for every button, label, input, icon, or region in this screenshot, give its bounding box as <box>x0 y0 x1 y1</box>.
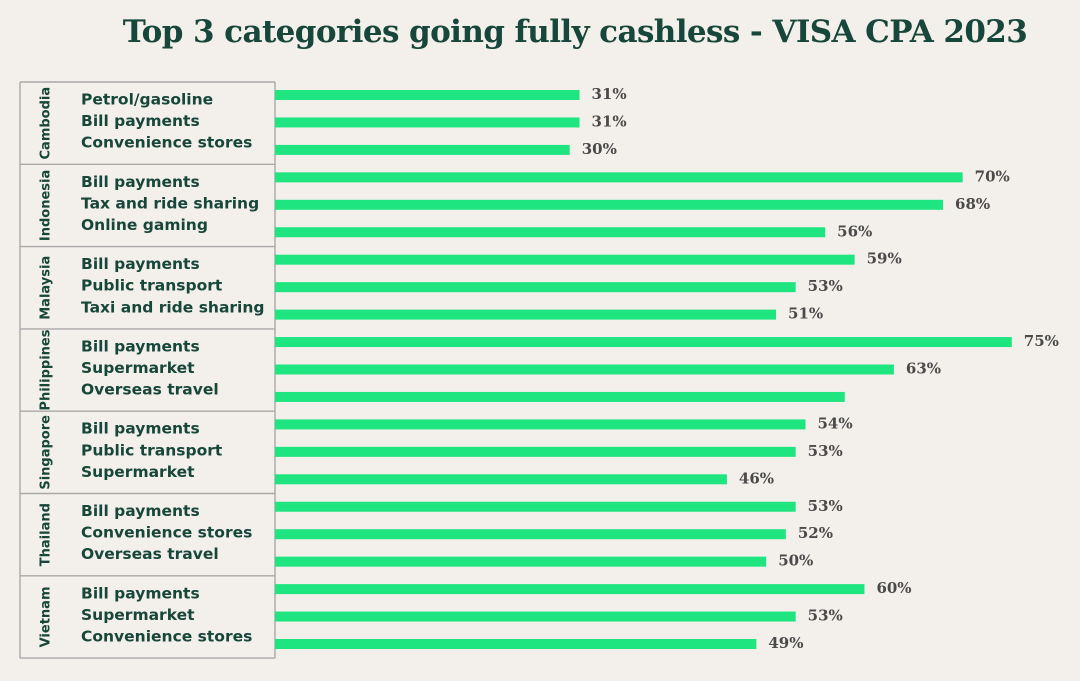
bar <box>275 501 796 512</box>
category-label: Bill payments <box>81 173 200 191</box>
value-label: 60% <box>876 579 911 597</box>
bar <box>275 364 894 375</box>
bar <box>275 474 727 485</box>
country-label: Philippines <box>39 329 54 410</box>
bar <box>275 309 777 320</box>
category-label: Online gaming <box>81 216 208 234</box>
category-label: Bill payments <box>81 337 200 355</box>
category-label: Petrol/gasoline <box>81 91 213 109</box>
bar <box>275 282 796 293</box>
chart-title: Top 3 categories going fully cashless - … <box>122 14 1028 50</box>
country-label: Vietnam <box>39 586 54 647</box>
value-label: 50% <box>778 552 813 570</box>
country-label: Malaysia <box>39 256 54 320</box>
bar <box>275 556 767 567</box>
category-label: Supermarket <box>81 359 195 377</box>
bar <box>275 337 1012 348</box>
category-label: Overseas travel <box>81 545 219 563</box>
value-label: 31% <box>592 85 627 103</box>
category-label: Supermarket <box>81 463 195 481</box>
category-label: Bill payments <box>81 584 200 602</box>
category-label: Supermarket <box>81 606 195 624</box>
bar <box>275 117 580 128</box>
value-label: 51% <box>788 305 823 323</box>
bar <box>275 391 845 402</box>
bar <box>275 529 786 540</box>
country-label: Cambodia <box>39 87 54 160</box>
bar <box>275 419 806 430</box>
value-label: 75% <box>1024 332 1059 350</box>
value-label: 59% <box>867 250 902 268</box>
bar <box>275 199 944 210</box>
category-label: Convenience stores <box>81 134 252 152</box>
category-label: Bill payments <box>81 502 200 520</box>
bar <box>275 446 796 457</box>
bar <box>275 227 826 238</box>
value-label: 53% <box>808 607 843 625</box>
category-label: Taxi and ride sharing <box>81 298 265 316</box>
value-label: 53% <box>808 497 843 515</box>
category-label: Bill payments <box>81 112 200 130</box>
bar <box>275 172 963 183</box>
category-label: Public transport <box>81 277 223 295</box>
value-label: 56% <box>837 222 872 240</box>
value-label: 63% <box>906 360 941 378</box>
category-label: Bill payments <box>81 255 200 273</box>
bar <box>275 90 580 100</box>
value-label: 46% <box>739 469 774 487</box>
value-label: 31% <box>592 112 627 130</box>
value-label: 54% <box>817 414 852 432</box>
value-label: 53% <box>808 442 843 460</box>
category-label: Public transport <box>81 441 223 459</box>
category-label: Overseas travel <box>81 381 219 399</box>
country-label: Indonesia <box>39 170 54 241</box>
value-label: 53% <box>808 277 843 295</box>
bar <box>275 254 855 265</box>
bar <box>275 611 796 622</box>
value-label: 52% <box>798 524 833 542</box>
bar <box>275 639 757 649</box>
value-label: 70% <box>975 167 1010 185</box>
value-label: 49% <box>768 634 803 652</box>
category-label: Convenience stores <box>81 524 252 542</box>
value-label: 30% <box>582 140 617 158</box>
country-label: Singapore <box>39 415 54 490</box>
category-label: Tax and ride sharing <box>81 194 259 212</box>
country-label: Thailand <box>39 503 54 566</box>
bar <box>275 144 570 155</box>
category-label: Convenience stores <box>81 628 252 646</box>
category-label: Bill payments <box>81 420 200 438</box>
bar <box>275 584 865 595</box>
value-label: 68% <box>955 195 990 213</box>
